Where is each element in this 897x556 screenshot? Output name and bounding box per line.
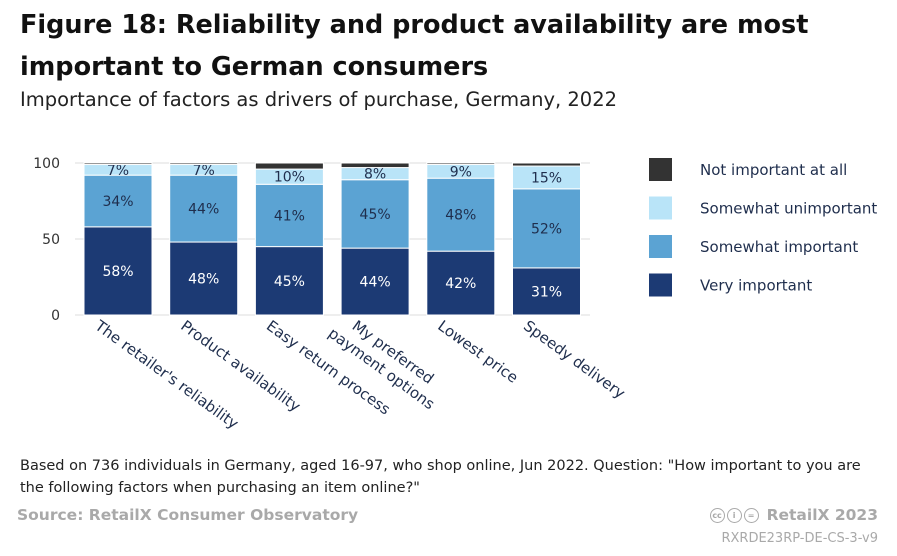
bar-segment [512, 162, 581, 167]
x-tick-label: Speedy delivery [520, 317, 628, 403]
legend-swatch [649, 158, 672, 181]
bar-segment [254, 162, 324, 170]
brand-text: RetailX 2023 [766, 506, 878, 524]
data-label: 48% [445, 208, 476, 224]
legend-label: Not important at all [700, 161, 847, 179]
chart-title: Figure 18: Reliability and product avail… [20, 10, 809, 82]
data-label: 9% [450, 164, 472, 180]
bar-segment [426, 162, 496, 166]
chart-subtitle: Importance of factors as drivers of purc… [20, 88, 618, 111]
bar-segment [512, 188, 581, 269]
legend-label: Somewhat important [700, 238, 858, 256]
legend-swatch [649, 196, 672, 220]
legend-label: Somewhat unimportant [700, 200, 877, 218]
y-tick-label: 100 [33, 156, 60, 172]
data-label: 42% [445, 276, 476, 292]
y-tick-label: 50 [42, 232, 60, 248]
bar-segment [512, 267, 581, 316]
legend-label: Very important [700, 277, 812, 295]
brand: cc i = RetailX 2023 [709, 506, 878, 524]
bar-segment [426, 177, 496, 252]
data-label: 44% [188, 202, 219, 218]
data-label: 8% [364, 167, 386, 183]
data-label: 52% [531, 221, 562, 237]
bar-segment [340, 247, 410, 316]
data-label: 45% [360, 207, 391, 223]
data-label: 7% [193, 163, 215, 179]
creative-commons-icon: cc i = [709, 507, 759, 523]
stacked-bar-chart: 0 50 100 58% 34% 7% The retailer's reliability… [33, 156, 877, 433]
data-label: 41% [274, 208, 305, 224]
bar-segment [169, 174, 239, 243]
bar-segment [426, 250, 496, 316]
bar-segment [340, 162, 410, 169]
data-label: 10% [274, 170, 305, 186]
bar-segment [254, 183, 324, 248]
x-tick-label: The retailer's reliability [91, 316, 242, 433]
footnote: Based on 736 individuals in Germany, age… [20, 458, 861, 496]
bar-segment [83, 174, 153, 228]
source-text: Source: RetailX Consumer Observatory [17, 506, 359, 524]
bar-segment [254, 246, 324, 316]
bar-segment [169, 162, 239, 166]
data-label: 34% [102, 194, 133, 210]
data-label: 15% [531, 170, 562, 186]
x-tick-label: My preferredpayment options [325, 308, 450, 413]
legend-swatch [649, 273, 672, 297]
bar-segment [83, 162, 153, 166]
data-label: 7% [107, 163, 129, 179]
data-label: 45% [274, 274, 305, 290]
bar-segment [83, 226, 153, 316]
bar-segment [169, 241, 239, 316]
data-label: 44% [360, 275, 391, 291]
report-code: RXRDE23RP-DE-CS-3-v9 [721, 531, 878, 546]
bar-segment [340, 179, 410, 249]
data-label: 48% [188, 272, 219, 288]
data-label: 31% [531, 284, 562, 300]
legend-swatch [649, 235, 672, 258]
data-label: 58% [102, 264, 133, 280]
y-tick-label: 0 [51, 308, 60, 324]
x-tick-label: Lowest price [434, 317, 521, 387]
